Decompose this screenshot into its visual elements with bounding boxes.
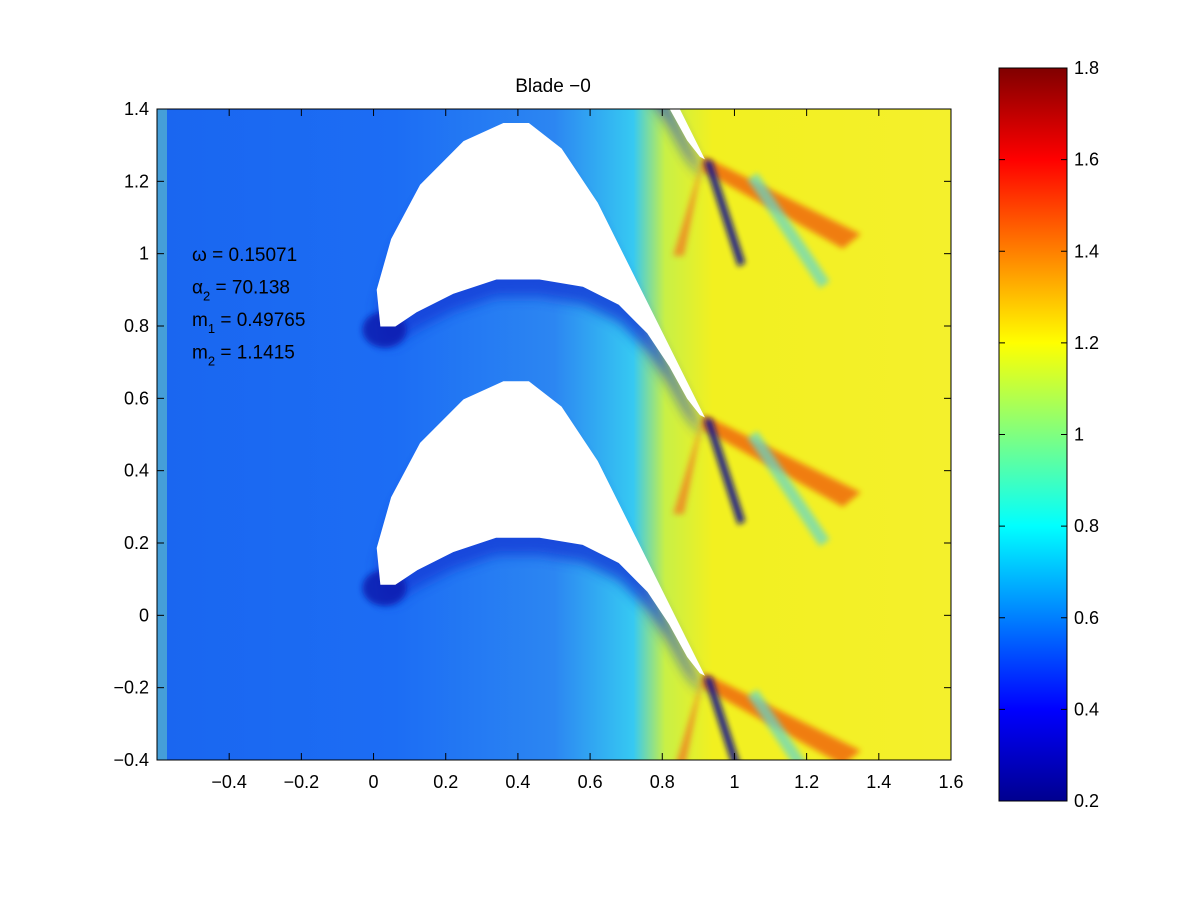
colorbar-tick-label: 1.8	[1074, 58, 1099, 78]
wake-stripe	[747, 172, 830, 289]
y-axis: −0.4 −0.2 0 0.2 0.4 0.6 0.8 1 1.2 1.4	[113, 99, 951, 770]
plot-area	[157, 0, 951, 760]
y-tick-label: 1.4	[124, 99, 149, 119]
plot-frame	[156, 108, 952, 761]
inlet-edge	[157, 109, 167, 760]
colorbar-ticks: 0.2 0.4 0.6 0.8 1 1.2 1.4 1.6 1.8	[999, 58, 1099, 811]
x-tick-label: 1.4	[866, 772, 891, 792]
y-tick-label: 1.2	[124, 171, 149, 191]
x-tick-label: 0.6	[578, 772, 603, 792]
x-tick-label: 0.2	[433, 772, 458, 792]
blade-profiles	[376, 109, 705, 676]
wake-shock	[701, 156, 861, 249]
wake-stripe	[753, 0, 825, 27]
y-tick-label: −0.2	[113, 678, 149, 698]
annotation-line: m2 = 1.1415	[192, 343, 295, 369]
blade-profile	[376, 381, 705, 676]
wake-shock	[701, 414, 861, 507]
colorbar-tick-label: 1.4	[1074, 241, 1099, 261]
y-tick-label: −0.4	[113, 750, 149, 770]
colorbar-tick-label: 1.6	[1074, 150, 1099, 170]
x-tick-label: 0.4	[505, 772, 530, 792]
chart-title: Blade −0	[515, 76, 591, 97]
expansion-wake	[703, 676, 739, 760]
y-tick-label: 0	[139, 605, 149, 625]
x-tick-label: −0.2	[284, 772, 320, 792]
shock-foot	[673, 156, 704, 256]
x-tick-label: 1.6	[938, 772, 963, 792]
y-tick-label: 0.8	[124, 316, 149, 336]
leading-edge-spot	[362, 53, 406, 89]
wake-shock	[701, 672, 861, 760]
colorbar-tick-label: 1	[1074, 425, 1084, 445]
y-tick-label: 0.2	[124, 533, 149, 553]
annotation-line: ω = 0.15071	[192, 245, 297, 266]
x-tick-label: 1	[729, 772, 739, 792]
colorbar-tick-label: 0.8	[1074, 516, 1099, 536]
colorbar-tick-label: 0.6	[1074, 608, 1099, 628]
shock-foot	[673, 414, 704, 515]
x-tick-label: 0.8	[650, 772, 675, 792]
colorbar-tick-label: 0.2	[1074, 791, 1099, 811]
shock-foot	[676, 672, 704, 760]
x-tick-label: −0.4	[211, 772, 247, 792]
colorbar-tick-label: 0.4	[1074, 699, 1099, 719]
expansion-wake	[703, 418, 746, 525]
y-tick-label: 0.4	[124, 461, 149, 481]
wake-stripe	[747, 689, 805, 760]
colorbar-gradient	[998, 67, 1068, 802]
y-tick-label: 1	[139, 244, 149, 264]
x-axis: −0.4 −0.2 0 0.2 0.4 0.6 0.8 1 1.2 1.4 1.6	[211, 109, 964, 792]
annotation-block: ω = 0.15071 α2 = 70.138 m1 = 0.49765 m2 = 1…	[192, 245, 305, 369]
x-tick-label: 0	[369, 772, 379, 792]
expansion-wake	[704, 0, 746, 8]
blade-profile	[669, 109, 705, 160]
suction-region	[658, 109, 704, 177]
blade-profile	[376, 123, 705, 418]
y-tick-label: 0.6	[124, 388, 149, 408]
annotation-line: m1 = 0.49765	[192, 310, 305, 336]
annotation-line: α2 = 70.138	[192, 278, 290, 304]
colorbar-tick-label: 1.2	[1074, 333, 1099, 353]
colorbar: 0.2 0.4 0.6 0.8 1 1.2 1.4 1.6 1.8	[998, 58, 1099, 811]
x-tick-label: 1.2	[794, 772, 819, 792]
wake-stripe	[747, 431, 830, 547]
expansion-wake	[703, 160, 746, 267]
